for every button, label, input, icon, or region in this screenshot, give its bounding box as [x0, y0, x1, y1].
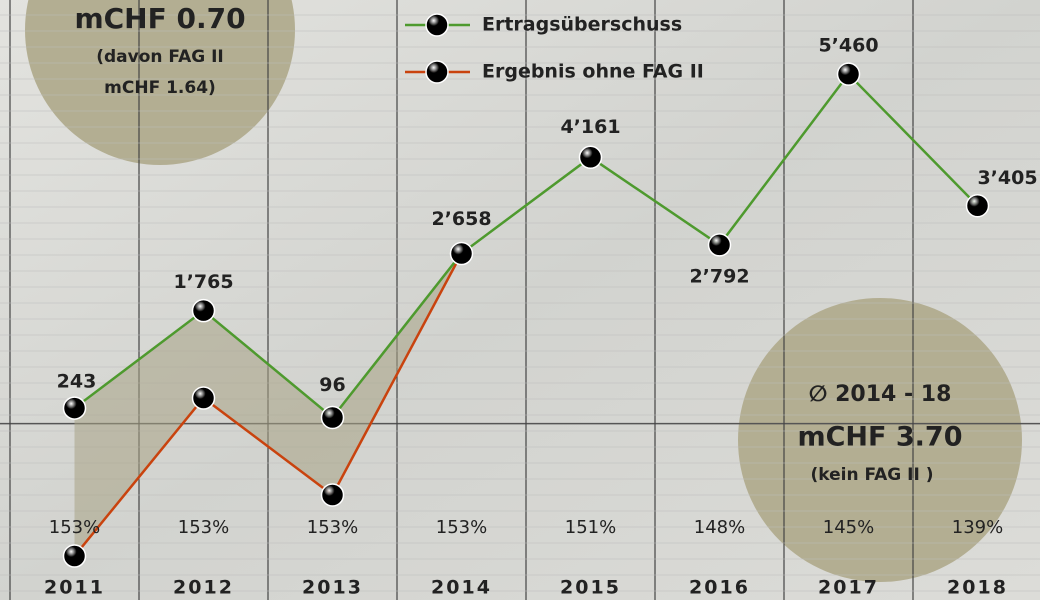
ratio-label: 139% — [952, 517, 1003, 538]
data-point — [836, 62, 861, 86]
data-point — [965, 193, 990, 218]
callout-text: (kein FAG II ) — [810, 465, 933, 485]
x-tick-label: 2011 — [44, 577, 105, 599]
legend-label: Ertragsüberschuss — [482, 14, 682, 36]
x-tick-label: 2016 — [689, 577, 750, 599]
data-label: 243 — [57, 371, 97, 393]
legend-marker — [425, 13, 449, 37]
data-point — [578, 145, 603, 170]
data-point — [449, 241, 474, 266]
x-tick-label: 2012 — [173, 577, 234, 599]
series-line — [73, 72, 979, 420]
data-point — [62, 396, 87, 420]
data-point — [191, 386, 216, 410]
difference-area — [74, 253, 462, 557]
data-label: 1’765 — [173, 271, 233, 293]
legend-label: Ergebnis ohne FAG II — [482, 61, 704, 83]
ratio-label: 145% — [823, 517, 874, 538]
ratio-label: 153% — [436, 517, 487, 538]
series-line — [73, 252, 463, 557]
ratio-label: 148% — [694, 517, 745, 538]
data-point — [191, 298, 216, 323]
ratio-label: 151% — [565, 517, 616, 538]
data-point — [320, 483, 345, 507]
callout-bubble — [25, 0, 295, 165]
x-tick-label: 2018 — [947, 577, 1008, 599]
data-label: 96 — [319, 374, 345, 396]
data-point — [320, 405, 345, 430]
ratio-label: 153% — [178, 517, 229, 538]
ratio-label: 153% — [307, 517, 358, 538]
x-tick-label: 2014 — [431, 577, 492, 599]
x-tick-label: 2017 — [818, 577, 879, 599]
callout-text: mCHF 0.70 — [74, 2, 245, 35]
data-point — [707, 233, 732, 257]
callout-text: mCHF 1.64) — [104, 78, 216, 98]
data-label: 2’658 — [431, 208, 491, 230]
legend-marker — [425, 60, 449, 84]
data-point — [62, 544, 87, 568]
callout-text: mCHF 3.70 — [797, 422, 962, 453]
data-label: 4’161 — [560, 116, 620, 138]
data-label: 3’405 — [977, 167, 1037, 189]
data-label: 5’460 — [818, 35, 878, 57]
x-tick-label: 2013 — [302, 577, 363, 599]
x-tick-label: 2015 — [560, 577, 621, 599]
ratio-label: 153% — [49, 517, 100, 538]
callout-text: (davon FAG II — [96, 47, 224, 67]
data-label: 2’792 — [689, 265, 749, 287]
callout-text: ∅ 2014 - 18 — [809, 382, 952, 407]
